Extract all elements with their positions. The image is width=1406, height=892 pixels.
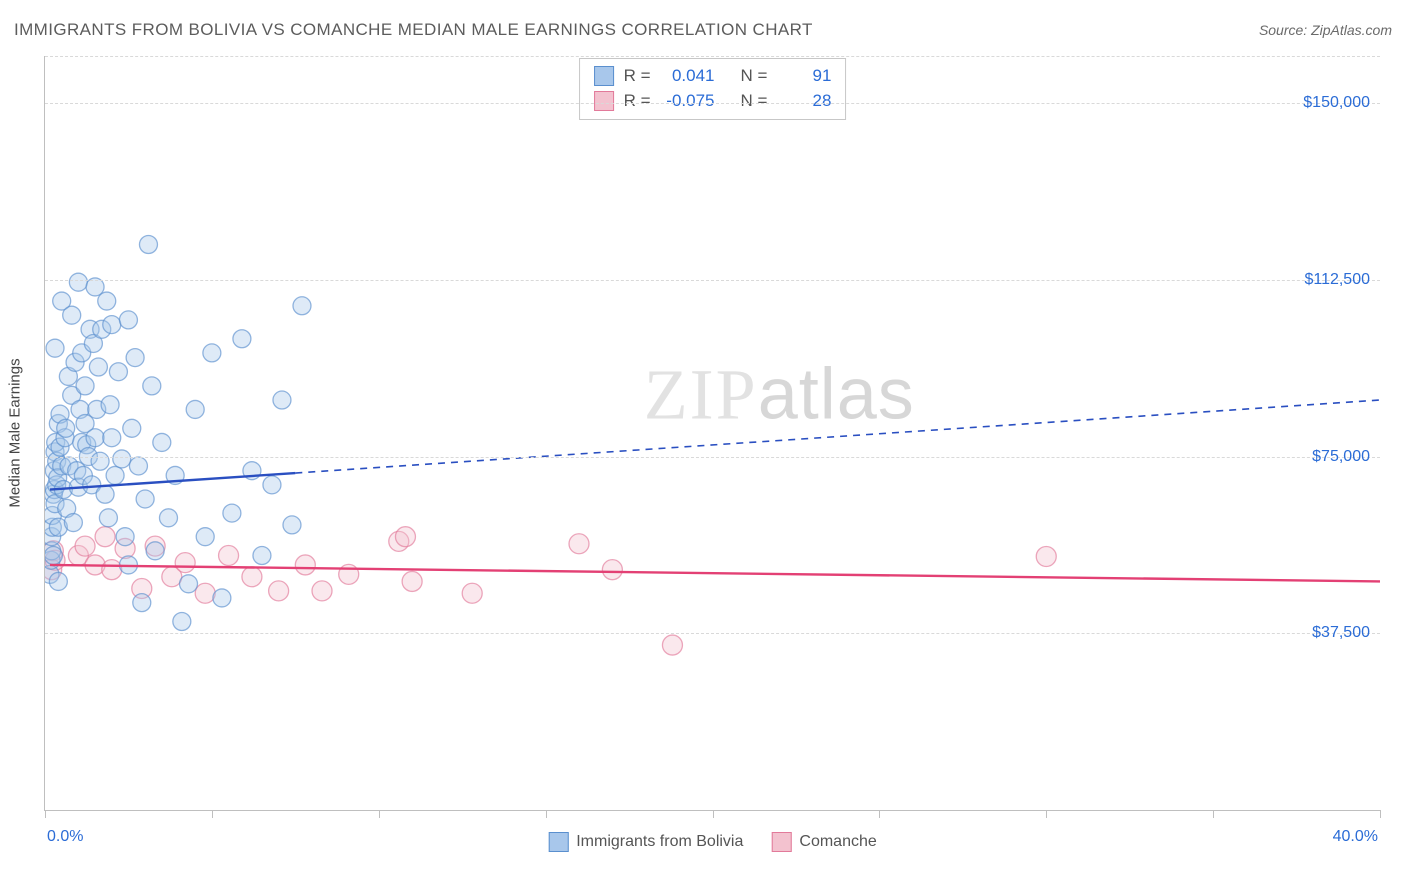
x-tick [212,810,213,818]
legend-row-series2: R = -0.075 N = 28 [594,89,832,114]
gridline [45,56,1380,57]
y-tick-label: $150,000 [1303,94,1370,112]
y-tick-label: $37,500 [1312,624,1370,642]
source-citation: Source: ZipAtlas.com [1259,22,1392,38]
x-min-label: 0.0% [47,828,83,846]
legend-item-series2: Comanche [771,832,876,852]
y-tick-label: $75,000 [1312,448,1370,466]
n-value-series2: 28 [777,89,831,114]
series2-name: Comanche [799,833,876,851]
plot-area: Median Male Earnings ZIPatlas R = 0.041 … [44,56,1380,811]
x-tick [45,810,46,818]
n-label: N = [741,89,768,114]
x-tick [1046,810,1047,818]
x-tick [879,810,880,818]
swatch-series2 [771,832,791,852]
chart-title: IMMIGRANTS FROM BOLIVIA VS COMANCHE MEDI… [14,20,813,40]
gridline [45,633,1380,634]
swatch-series1 [548,832,568,852]
swatch-series2 [594,91,614,111]
bottom-legend: Immigrants from Bolivia Comanche [548,832,877,852]
x-tick [379,810,380,818]
x-tick [1380,810,1381,818]
gridline [45,280,1380,281]
r-label: R = [624,64,651,89]
scatter-svg [45,56,1380,810]
gridline [45,103,1380,104]
y-axis-label: Median Male Earnings [7,358,24,507]
swatch-series1 [594,66,614,86]
x-max-label: 40.0% [1333,828,1378,846]
x-tick [1213,810,1214,818]
r-label: R = [624,89,651,114]
r-value-series1: 0.041 [661,64,715,89]
x-tick [713,810,714,818]
legend-row-series1: R = 0.041 N = 91 [594,64,832,89]
series1-name: Immigrants from Bolivia [576,833,743,851]
legend-item-series1: Immigrants from Bolivia [548,832,743,852]
n-value-series1: 91 [777,64,831,89]
x-tick [546,810,547,818]
correlation-legend-box: R = 0.041 N = 91 R = -0.075 N = 28 [579,58,847,120]
gridline [45,457,1380,458]
n-label: N = [741,64,768,89]
r-value-series2: -0.075 [661,89,715,114]
y-tick-label: $112,500 [1304,271,1370,289]
